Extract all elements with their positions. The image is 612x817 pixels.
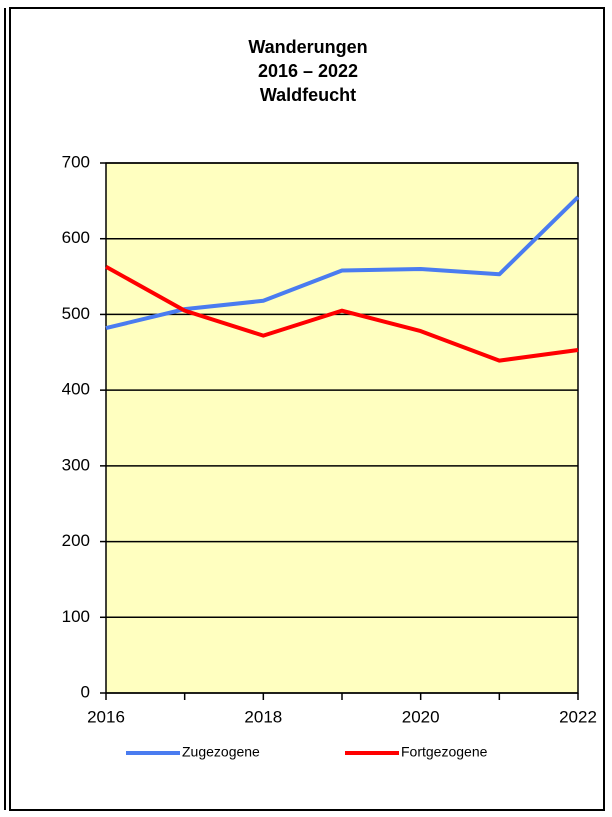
y-tick-label: 100 [62, 607, 90, 626]
x-tick-label: 2020 [402, 707, 440, 726]
plot-border [105, 162, 579, 694]
x-tick-label: 2018 [244, 707, 282, 726]
legend-label: Zugezogene [182, 744, 260, 760]
chart-title: 2016 – 2022 [258, 61, 358, 81]
y-tick-label: 200 [62, 531, 90, 550]
y-tick-label: 600 [62, 228, 90, 247]
chart-title: Waldfeucht [260, 85, 356, 105]
x-tick-label: 2022 [559, 707, 597, 726]
legend-label: Fortgezogene [401, 744, 488, 760]
y-tick-label: 0 [81, 682, 90, 701]
y-tick-label: 400 [62, 380, 90, 399]
plot-area [106, 163, 578, 693]
chart-title: Wanderungen [248, 37, 367, 57]
data-line [105, 264, 579, 363]
x-tick-label: 2016 [87, 707, 125, 726]
y-tick-label: 300 [62, 455, 90, 474]
y-tick-label: 500 [62, 304, 90, 323]
y-tick-label: 700 [62, 152, 90, 171]
